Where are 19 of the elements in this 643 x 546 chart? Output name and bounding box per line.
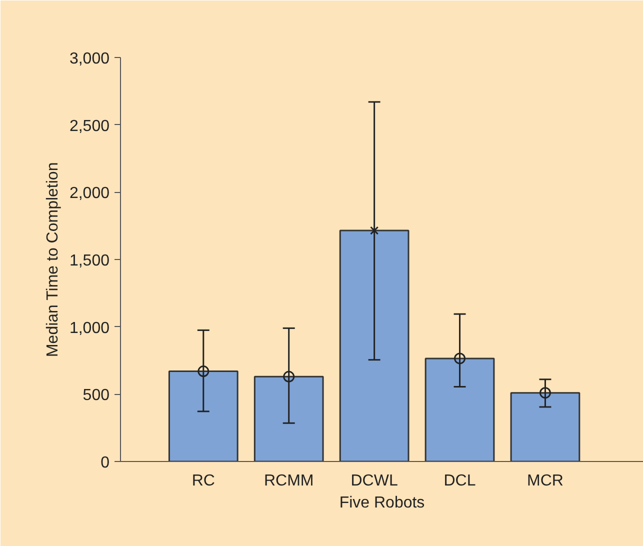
x-tick-label: MCR (527, 472, 564, 490)
y-tick-label: 500 (82, 387, 110, 404)
bar (254, 376, 324, 462)
y-tick-label: 1,000 (69, 320, 110, 337)
bar (168, 370, 238, 462)
y-tick-label: 2,500 (69, 118, 110, 135)
bar (339, 230, 410, 462)
bar (510, 392, 580, 462)
y-tick-label: 3,000 (69, 50, 110, 68)
y-tick-label: 0 (100, 454, 110, 472)
x-tick-label: RC (192, 472, 215, 490)
y-tick-label: 1,500 (69, 252, 110, 270)
x-tick-label: RCMM (264, 472, 314, 490)
x-tick-label: DCWL (350, 472, 398, 490)
y-tick-label: 2,000 (69, 185, 110, 202)
bar (424, 358, 495, 462)
y-axis-title: Median Time to Completion (44, 162, 62, 358)
x-axis-title: Five Robots (339, 494, 425, 512)
x-tick-label: DCL (444, 472, 476, 490)
